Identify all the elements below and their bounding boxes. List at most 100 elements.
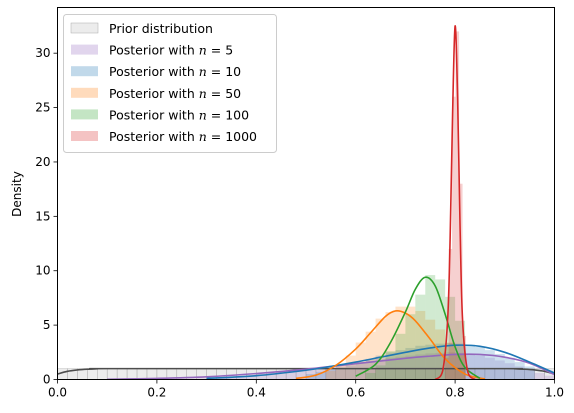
y-tick-label: 15 — [35, 209, 50, 223]
histogram-bar — [365, 360, 376, 380]
histogram-bar — [385, 352, 396, 380]
histogram-bar — [246, 375, 257, 380]
x-tick-label: 0.0 — [48, 386, 67, 400]
x-axis: 0.0 0.2 0.4 0.6 0.8 1.0 — [48, 379, 564, 400]
histogram-bar — [415, 345, 426, 380]
y-axis-label: Density — [10, 171, 24, 217]
histogram-bar — [405, 355, 416, 380]
histogram-bar — [514, 366, 525, 380]
histogram-bar — [196, 378, 207, 380]
histogram-bar — [375, 355, 386, 380]
x-tick-label: 0.8 — [446, 386, 465, 400]
histogram-bar — [97, 368, 108, 380]
histogram-bar — [345, 363, 356, 380]
histogram-bar — [405, 314, 416, 380]
legend-swatch — [71, 44, 98, 55]
histogram-bar — [375, 365, 386, 380]
histogram-bar — [484, 350, 495, 380]
legend-label: Posterior with n = 1000 — [109, 129, 257, 144]
histogram-bar — [395, 333, 406, 380]
histogram-bar — [435, 329, 446, 380]
histogram-bar — [266, 372, 277, 380]
histogram-bar — [395, 350, 406, 380]
histogram-bar — [256, 374, 267, 380]
x-tick-label: 0.6 — [346, 386, 365, 400]
histogram-bar — [345, 365, 356, 380]
histogram-bar — [345, 355, 356, 380]
y-tick-label: 25 — [35, 101, 50, 115]
legend-swatch — [71, 109, 98, 120]
histogram-bar — [276, 371, 287, 380]
histogram-bar — [415, 294, 426, 380]
histogram-bar — [445, 342, 456, 380]
histogram-bar — [455, 353, 466, 380]
legend-label: Posterior with n = 10 — [109, 64, 241, 79]
histogram-bar — [415, 354, 426, 380]
histogram-bar — [335, 364, 346, 380]
y-tick-label: 10 — [35, 264, 50, 278]
histogram-bar — [504, 363, 515, 380]
histogram-bar — [494, 353, 505, 380]
histogram-bar — [355, 362, 366, 380]
histogram-bar — [445, 343, 456, 380]
histogram-bar — [405, 306, 416, 380]
histogram-bar — [286, 370, 297, 380]
histogram-bar — [306, 368, 316, 380]
histogram-bar — [445, 296, 456, 380]
histogram-bar — [325, 369, 336, 380]
histogram-bar — [335, 364, 346, 380]
legend-swatch — [71, 131, 98, 141]
histogram-bar — [315, 371, 326, 380]
histogram-bar — [355, 362, 366, 380]
histogram-bar — [236, 376, 247, 380]
histogram-bar — [455, 320, 466, 380]
kde-line-series-4 — [355, 276, 481, 380]
histogram-bar — [325, 370, 336, 380]
y-tick-label: 20 — [35, 155, 50, 169]
legend-label: Posterior with n = 50 — [109, 86, 241, 101]
histogram-bar — [325, 366, 336, 380]
kde-line-series-2 — [206, 344, 555, 380]
legend-swatch — [71, 66, 98, 77]
histogram-bar — [365, 372, 376, 380]
x-tick-label: 1.0 — [545, 386, 564, 400]
histogram-bar — [405, 347, 416, 380]
histogram-bar — [395, 306, 406, 380]
histogram-bar — [465, 353, 475, 380]
histogram-bar — [462, 335, 467, 380]
histogram-bar — [365, 331, 376, 380]
y-tick-label: 30 — [35, 46, 50, 60]
histogram-bar — [455, 343, 466, 380]
histogram-bar — [465, 344, 475, 380]
histogram-bar — [455, 31, 460, 380]
legend-label: Posterior with n = 5 — [109, 43, 233, 58]
histogram-bar — [415, 310, 426, 380]
histogram-bar — [126, 368, 138, 380]
histogram-bar — [435, 343, 446, 380]
histogram-bar — [425, 319, 436, 380]
histogram-bar — [425, 344, 436, 380]
histogram-bar — [455, 352, 466, 380]
legend-swatch — [71, 87, 98, 98]
histogram-bar — [474, 346, 485, 380]
histogram-series-4 — [365, 275, 466, 380]
legend-label: Posterior with n = 100 — [109, 107, 249, 122]
histogram-bar — [448, 248, 453, 380]
histogram-bar — [106, 368, 118, 380]
y-tick-label: 5 — [43, 318, 51, 332]
kde-line-series-1 — [107, 353, 555, 380]
histogram-bar — [524, 366, 535, 380]
histogram-bar — [296, 369, 306, 380]
histogram-bar — [375, 318, 386, 380]
histogram-bar — [452, 96, 456, 380]
histogram-bar — [116, 368, 128, 380]
histogram-bar — [335, 367, 346, 380]
y-axis: 0 5 10 15 20 25 30 — [35, 46, 58, 387]
x-tick-label: 0.4 — [247, 386, 266, 400]
legend: Prior distribution Posterior with n = 5 Po… — [63, 14, 277, 153]
histogram-bar — [474, 355, 485, 380]
histogram-bar — [494, 360, 505, 380]
kde-line-series-5 — [434, 25, 476, 380]
histogram-bar — [435, 279, 446, 380]
